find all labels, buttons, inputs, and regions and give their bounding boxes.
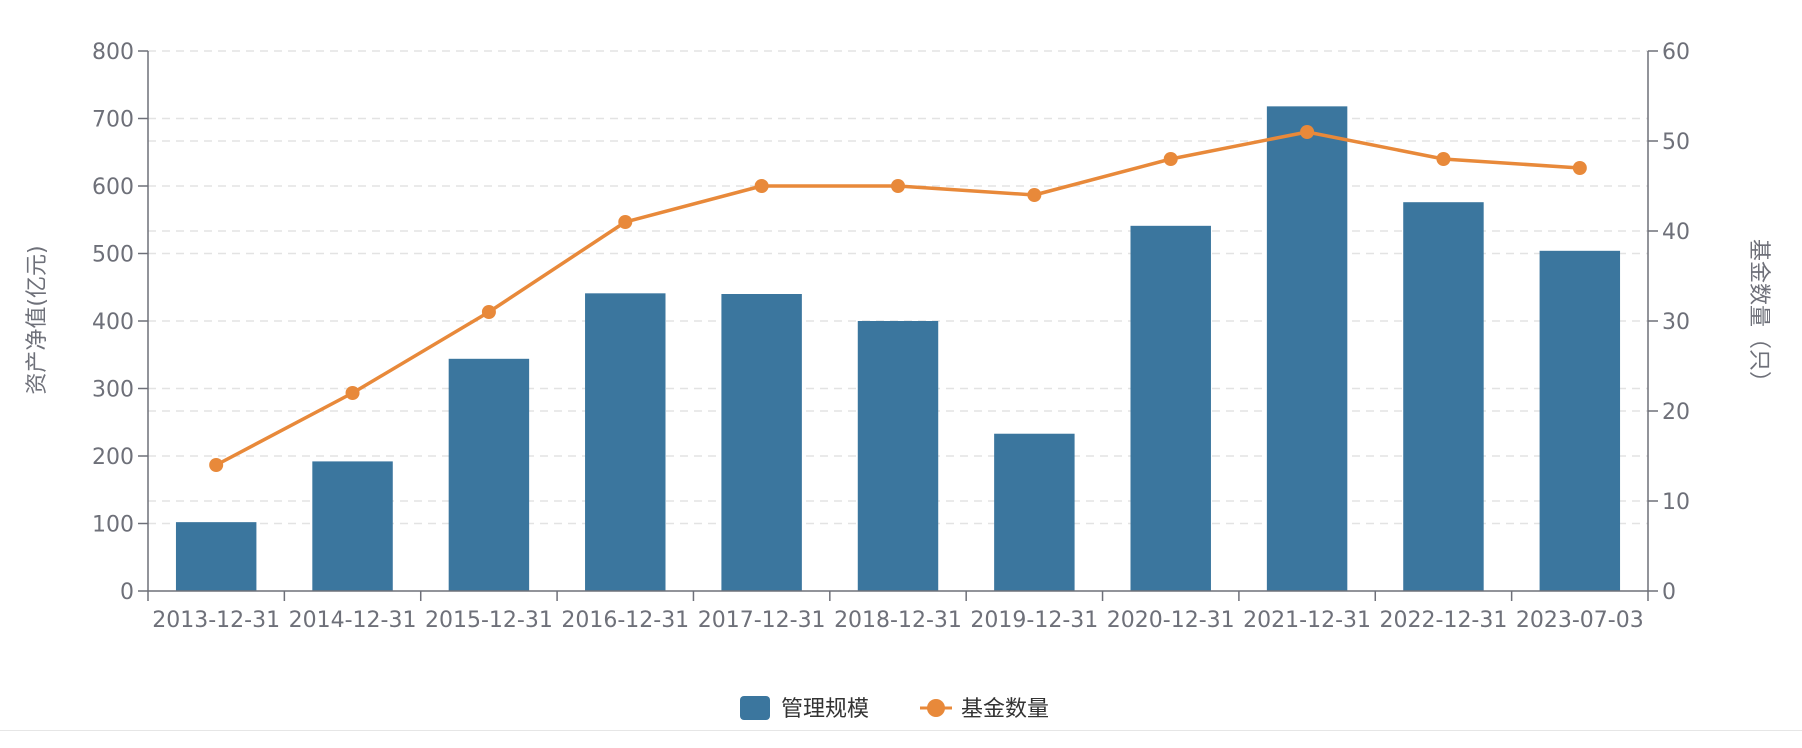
line-point-2017-12-31[interactable] xyxy=(754,179,769,193)
bar-2021-12-31[interactable] xyxy=(1266,106,1348,591)
y-left-tick-label: 400 xyxy=(92,310,134,335)
line-point-2013-12-31[interactable] xyxy=(209,458,224,472)
y-left-tick-label: 100 xyxy=(92,513,134,538)
x-tick-label: 2015-12-31 xyxy=(425,608,553,633)
y-left-axis-title: 资产净值(亿元) xyxy=(25,245,50,394)
y-left-tick-label: 500 xyxy=(92,243,134,268)
bar-2019-12-31[interactable] xyxy=(994,433,1075,591)
legend[interactable]: 管理规模 基金数量 xyxy=(740,696,1049,722)
x-tick-label: 2013-12-31 xyxy=(152,608,280,633)
y-right-tick-label: 50 xyxy=(1662,130,1690,155)
y-right-tick-label: 30 xyxy=(1662,310,1690,335)
y-left-tick-label: 0 xyxy=(120,580,134,605)
legend-label-line: 基金数量 xyxy=(961,697,1049,722)
line-point-2015-12-31[interactable] xyxy=(481,305,496,319)
x-tick-label: 2018-12-31 xyxy=(834,608,962,633)
y-left-tick-label: 800 xyxy=(92,40,134,65)
bar-2018-12-31[interactable] xyxy=(857,321,939,591)
line-series xyxy=(209,125,1587,472)
bar-2017-12-31[interactable] xyxy=(721,294,802,591)
bar-2022-12-31[interactable] xyxy=(1403,202,1484,591)
bottom-divider xyxy=(0,730,1802,731)
y-left-tick-label: 200 xyxy=(92,445,134,470)
bar-series xyxy=(175,106,1621,592)
bar-2023-07-03[interactable] xyxy=(1539,250,1621,592)
line-point-2016-12-31[interactable] xyxy=(618,215,633,229)
line-point-2021-12-31[interactable] xyxy=(1300,125,1315,139)
bar-2016-12-31[interactable] xyxy=(585,293,666,591)
line-point-2022-12-31[interactable] xyxy=(1436,152,1451,166)
y-right-tick-label: 60 xyxy=(1662,40,1690,65)
x-tick-label: 2020-12-31 xyxy=(1107,608,1235,633)
y-right-tick-label: 0 xyxy=(1662,580,1676,605)
bar-2015-12-31[interactable] xyxy=(448,358,530,591)
y-right-tick-label: 40 xyxy=(1662,220,1690,245)
y-left-tick-label: 700 xyxy=(92,108,134,133)
line-point-2014-12-31[interactable] xyxy=(345,386,360,400)
x-tick-label: 2016-12-31 xyxy=(561,608,689,633)
x-tick-label: 2021-12-31 xyxy=(1243,608,1371,633)
x-tick-label: 2023-07-03 xyxy=(1516,608,1644,633)
x-tick-label: 2017-12-31 xyxy=(698,608,826,633)
bar-2020-12-31[interactable] xyxy=(1130,225,1211,591)
x-tick-label: 2022-12-31 xyxy=(1380,608,1508,633)
line-point-2019-12-31[interactable] xyxy=(1027,188,1042,202)
legend-label-bar: 管理规模 xyxy=(781,697,869,722)
legend-item-bar[interactable]: 管理规模 xyxy=(740,696,869,722)
legend-bar-swatch-icon xyxy=(740,696,770,720)
line-point-2018-12-31[interactable] xyxy=(891,179,905,193)
y-left-tick-label: 600 xyxy=(92,175,134,200)
legend-dot-icon xyxy=(927,699,945,717)
legend-item-line[interactable]: 基金数量 xyxy=(920,697,1049,722)
x-tick-label: 2014-12-31 xyxy=(289,608,417,633)
bar-2013-12-31[interactable] xyxy=(175,522,257,591)
x-tick-label: 2019-12-31 xyxy=(970,608,1098,633)
bar-2014-12-31[interactable] xyxy=(312,461,393,591)
y-left-tick-label: 300 xyxy=(92,378,134,403)
y-right-tick-label: 10 xyxy=(1662,490,1690,515)
line-point-2020-12-31[interactable] xyxy=(1163,152,1178,166)
axes xyxy=(138,50,1658,601)
y-right-axis-title: 基金数量（只） xyxy=(1746,239,1771,393)
line-point-2023-07-03[interactable] xyxy=(1572,161,1587,175)
axis-labels: 0 100 200 300 400 500 600 700 800 0 10 20 30 40 50 60 20… xyxy=(92,40,1690,633)
y-right-tick-label: 20 xyxy=(1662,400,1690,425)
